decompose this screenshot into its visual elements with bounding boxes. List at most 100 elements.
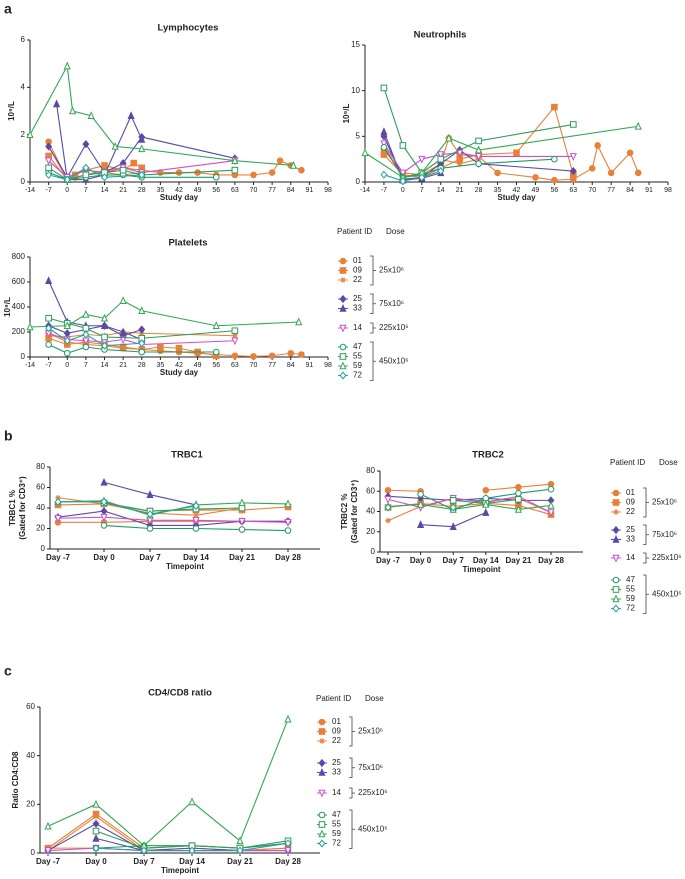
legend-marker <box>612 586 620 593</box>
x-tick-label: 35 <box>156 362 164 369</box>
marker <box>82 171 90 179</box>
legend-label: 01 <box>626 488 635 497</box>
legend-bracket <box>643 574 649 614</box>
y-tick-label: 60 <box>26 702 35 711</box>
x-tick-label: 77 <box>268 362 276 369</box>
legend-label: 59 <box>626 594 635 603</box>
legend-dose: 225x10⁶ <box>358 788 388 797</box>
marker <box>399 142 407 149</box>
marker <box>45 157 53 166</box>
marker <box>100 321 109 330</box>
y-tick-label: 0 <box>356 177 361 186</box>
marker <box>417 520 425 528</box>
y-tick-label: 6 <box>21 35 26 44</box>
x-tick-label: 63 <box>231 187 239 194</box>
series-line <box>57 510 288 526</box>
series-line <box>48 344 217 354</box>
marker <box>380 151 388 158</box>
y-tick-label: 10 <box>351 86 360 95</box>
y-tick-label: 20 <box>36 524 45 533</box>
legend-marker <box>319 738 325 744</box>
y-axis-label-line: Ratio CD4:CD8 <box>11 751 20 808</box>
x-tick-label: Day 14 <box>179 857 205 866</box>
marker <box>100 522 108 529</box>
marker <box>284 839 292 848</box>
marker <box>475 137 482 145</box>
x-tick-label: 21 <box>119 362 127 369</box>
marker <box>63 175 71 184</box>
x-tick-label: 56 <box>550 187 558 194</box>
marker <box>138 325 146 334</box>
legend-label: 72 <box>626 604 635 613</box>
marker <box>68 106 77 115</box>
marker <box>384 496 392 504</box>
marker <box>284 499 292 508</box>
x-tick-label: 77 <box>268 187 276 194</box>
series-line <box>48 280 142 341</box>
legend-dose: 450x10⁶ <box>358 824 388 833</box>
marker <box>232 332 238 339</box>
series-line <box>387 502 552 516</box>
marker <box>100 497 108 506</box>
y-tick-label: 200 <box>12 327 26 336</box>
y-tick-label: 0 <box>21 352 26 361</box>
legend-marker <box>318 839 326 848</box>
marker <box>284 519 292 527</box>
marker <box>236 836 244 845</box>
marker <box>298 166 305 174</box>
legend-bracket <box>370 341 376 381</box>
marker <box>119 336 127 344</box>
marker <box>101 333 108 341</box>
x-tick-label: 14 <box>101 187 109 194</box>
marker <box>119 327 127 336</box>
marker <box>231 327 239 335</box>
marker <box>92 819 100 828</box>
legend-label: 47 <box>332 810 341 819</box>
marker <box>238 518 246 526</box>
marker <box>87 111 95 120</box>
marker <box>100 313 109 322</box>
legend-marker <box>339 257 347 265</box>
marker <box>101 341 108 350</box>
series-line <box>364 125 639 179</box>
marker <box>475 145 483 154</box>
x-tick-label: 91 <box>305 362 313 369</box>
series-line <box>56 103 143 181</box>
legend-label: 25 <box>332 758 341 767</box>
x-tick-label: Day 14 <box>473 556 499 565</box>
x-tick-label: 84 <box>287 187 295 194</box>
x-tick-label: 28 <box>138 362 146 369</box>
marker <box>547 500 555 509</box>
y-tick-label: 40 <box>26 751 35 760</box>
series-line <box>48 146 142 181</box>
marker <box>380 143 388 151</box>
series-line <box>383 147 555 179</box>
x-tick-label: Day -7 <box>46 553 71 562</box>
marker <box>138 170 146 179</box>
x-tick-label: Day 0 <box>93 553 115 562</box>
marker <box>82 310 90 318</box>
legend-marker <box>318 829 326 838</box>
legend-marker <box>612 604 620 613</box>
marker <box>212 348 220 356</box>
y-tick-label: 2 <box>21 130 26 139</box>
legend-bracket <box>370 255 376 286</box>
marker <box>380 84 388 92</box>
x-tick-label: 91 <box>305 187 313 194</box>
x-tick-label: 98 <box>664 187 672 194</box>
marker <box>513 149 520 157</box>
marker <box>482 508 490 516</box>
x-tick-label: 14 <box>101 362 109 369</box>
y-axis-label: Ratio CD4:CD8 <box>11 751 20 808</box>
marker <box>475 160 482 168</box>
marker <box>238 526 246 533</box>
marker <box>417 499 425 508</box>
marker <box>250 353 257 360</box>
marker <box>607 169 615 177</box>
series-line <box>387 495 552 514</box>
legend-marker <box>612 554 620 563</box>
x-tick-label: Day 21 <box>227 857 253 866</box>
x-tick-label: Day 0 <box>85 857 107 866</box>
y-axis-label-line: (Gated for CD3⁺) <box>18 476 27 540</box>
